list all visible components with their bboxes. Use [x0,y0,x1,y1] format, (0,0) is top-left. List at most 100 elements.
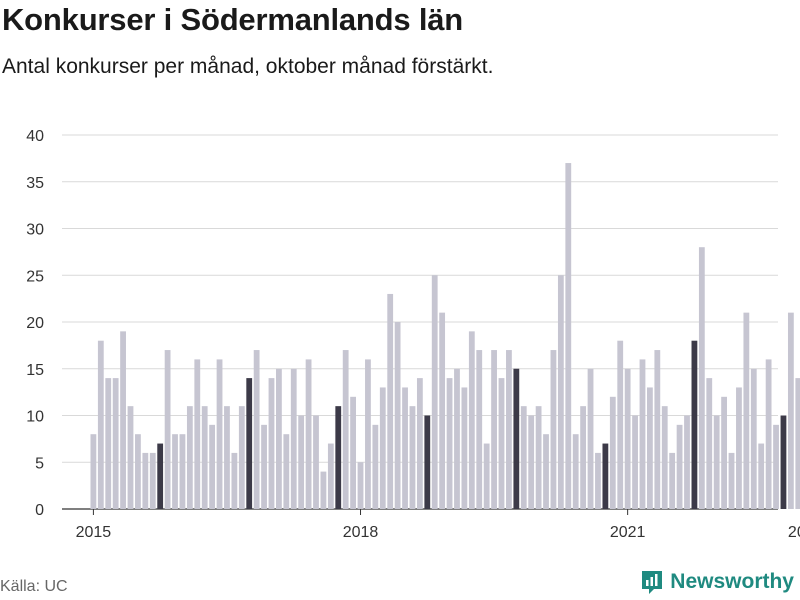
bar [506,350,512,509]
bar [402,387,408,509]
bar [684,415,690,509]
bar [639,359,646,509]
bar [773,424,779,509]
bar [97,340,104,509]
bar [142,452,149,509]
bar [654,350,661,509]
bar [736,387,742,509]
bar [424,415,431,509]
bar [127,406,134,509]
x-axis-ticks: 2015 2018 2021 2023 [76,509,800,541]
bar [543,434,549,509]
bar [224,406,230,509]
bar [491,350,497,509]
bar [647,387,653,509]
bar [528,415,535,509]
bar [550,350,557,509]
y-tick-label: 30 [26,222,44,239]
x-tick-label: 2018 [343,524,379,541]
bar [105,378,112,509]
bar [765,359,772,509]
bar [120,331,126,509]
bar [595,452,601,509]
bar [439,312,446,509]
source-label: Källa: UC [0,578,68,595]
bar [327,443,334,509]
bar [572,434,579,509]
bar [261,424,267,509]
bar [201,406,208,509]
bar [580,406,587,509]
brand-name: Newsworthy [670,570,794,593]
newsworthy-logo-icon [642,571,663,594]
x-tick-label: 2023 [788,524,800,541]
bar [728,452,735,509]
bar [587,368,594,509]
bar [350,396,356,509]
bar [394,322,401,509]
bar [387,293,394,509]
bar [335,406,342,509]
x-tick-label: 2021 [610,524,646,541]
bar [721,396,727,509]
bar [609,396,616,509]
bar [268,378,275,509]
bar [706,378,713,509]
bar [164,350,171,509]
bar [461,387,468,509]
bar [238,406,245,509]
bar [698,247,705,509]
bar [750,368,757,509]
y-tick-label: 15 [26,362,44,379]
bar [691,340,698,509]
bar [565,163,572,510]
y-tick-label: 5 [35,455,44,472]
bar [535,406,542,509]
bar [231,452,238,509]
bar [713,415,720,509]
bar [676,424,683,509]
y-tick-label: 40 [26,128,44,145]
y-tick-label: 20 [26,315,44,332]
bar [135,434,141,509]
bar [661,406,668,509]
bar [379,387,386,509]
bar [409,406,416,509]
bar [454,368,460,509]
bar [446,378,453,509]
bar [513,368,520,509]
y-tick-label: 10 [26,409,44,426]
bar [283,434,290,509]
bar [313,415,319,509]
bar [149,452,156,509]
bar [372,424,379,509]
bar [290,368,297,509]
bar [90,434,97,509]
chart-subtitle: Antal konkurser per månad, oktober månad… [2,55,494,78]
bar [186,406,193,509]
bar [209,424,216,509]
y-axis-ticks: 0 5 10 15 20 25 30 35 40 [26,128,44,519]
bar [157,443,164,509]
bar [112,378,119,509]
bar [557,275,564,509]
bar [172,434,178,509]
y-tick-label: 25 [26,268,44,285]
bar [632,415,638,509]
bar [476,350,483,509]
chart-title: Konkurser i Södermanlands län [2,2,464,37]
bar [624,368,631,509]
brand-logo[interactable]: Newsworthy [640,569,794,595]
bar [602,443,609,509]
bars [90,163,800,510]
bar [179,434,186,509]
bar [305,359,312,509]
bar [520,406,527,509]
bar [342,350,349,509]
bar [365,359,371,509]
bar [795,378,800,509]
bar [253,350,260,509]
bar [787,312,794,509]
bar [431,275,438,509]
